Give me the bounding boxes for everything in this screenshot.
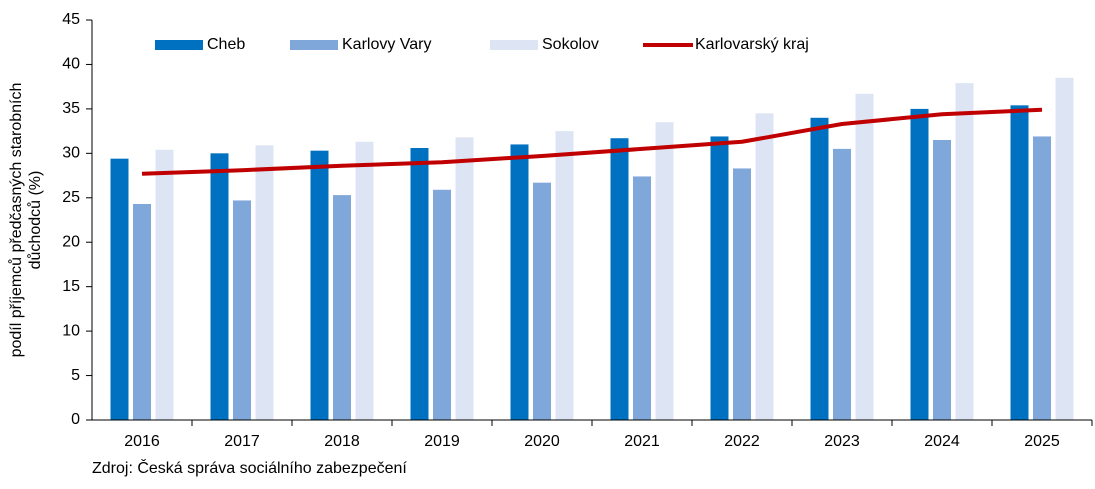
bar (155, 149, 174, 420)
bar (1010, 105, 1029, 420)
legend-swatch (155, 40, 203, 50)
bar (855, 93, 874, 421)
x-tick-label: 2021 (624, 433, 660, 450)
y-tick-label: 35 (62, 100, 80, 117)
x-tick-label: 2023 (824, 433, 860, 450)
bar (455, 137, 474, 421)
y-tick-label: 10 (62, 322, 80, 339)
bar (1033, 136, 1051, 420)
y-tick-label: 5 (71, 367, 80, 384)
x-tick-label: 2024 (924, 433, 960, 450)
y-tick-label: 0 (71, 411, 80, 428)
x-tick-label: 2022 (724, 433, 760, 450)
line-series (141, 107, 1043, 176)
bar (910, 108, 929, 420)
bar (633, 176, 651, 420)
y-tick-label: 30 (62, 145, 80, 162)
y-tick-label: 40 (62, 56, 80, 73)
legend-label: Sokolov (542, 36, 599, 53)
y-axis-label-line: důchodců (%) (26, 171, 44, 270)
x-tick-label: 2017 (224, 433, 260, 450)
bar (310, 150, 329, 420)
bar (733, 168, 751, 420)
legend-label: Karlovarský kraj (695, 36, 809, 53)
bar (210, 153, 229, 421)
bar (355, 141, 374, 420)
x-tick-label: 2018 (324, 433, 360, 450)
y-axis-label: podíl příjemců předčasných starobních důc… (7, 83, 44, 358)
bar (933, 140, 951, 420)
bar (833, 148, 851, 420)
y-tick-label: 25 (62, 189, 80, 206)
bar (555, 131, 574, 420)
bar (510, 144, 529, 420)
bar (810, 117, 829, 421)
x-tick-label: 2020 (524, 433, 560, 450)
legend-swatch (490, 40, 538, 50)
y-tick-label: 15 (62, 278, 80, 295)
bar (533, 182, 551, 420)
bar (755, 113, 774, 420)
source-note: Zdroj: Česká správa sociálního zabezpeče… (92, 458, 407, 477)
bar (655, 122, 674, 420)
bar (133, 204, 151, 420)
legend-label: Karlovy Vary (342, 36, 432, 53)
legend-swatch (290, 40, 338, 50)
bar (1055, 77, 1074, 421)
x-tick-label: 2025 (1024, 433, 1060, 450)
bar (610, 138, 629, 420)
legend-label: Cheb (207, 36, 245, 53)
bar (255, 145, 274, 421)
bar (110, 158, 129, 420)
bar (333, 195, 351, 420)
y-axis-label-line: podíl příjemců předčasných starobních (7, 83, 25, 358)
bar (710, 136, 729, 420)
bar (233, 200, 251, 420)
x-tick-label: 2019 (424, 433, 460, 450)
bar (433, 189, 451, 420)
bar (955, 83, 974, 420)
y-tick-label: 45 (62, 11, 80, 28)
bar (410, 148, 429, 420)
x-tick-label: 2016 (124, 433, 160, 450)
y-tick-label: 20 (62, 233, 80, 250)
